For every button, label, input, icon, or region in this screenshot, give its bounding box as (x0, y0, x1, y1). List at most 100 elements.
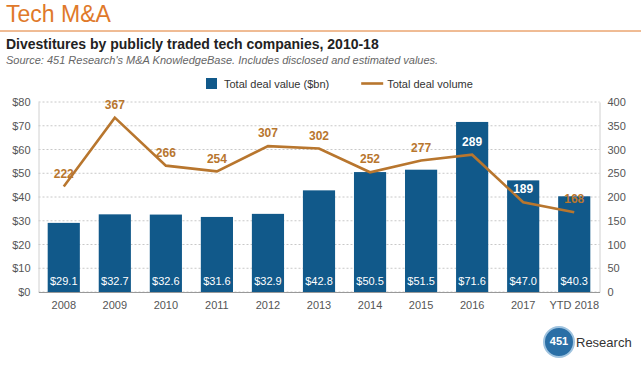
x-tick-label: 2012 (256, 299, 280, 311)
header-rule (0, 31, 641, 32)
y2-tick-label: 200 (608, 191, 626, 203)
bar-label: $71.6 (458, 275, 486, 287)
chart-title: Divestitures by publicly traded tech com… (6, 36, 379, 52)
y2-tick-label: 0 (608, 286, 614, 298)
x-tick: 2014 (358, 292, 382, 311)
y-tick: $80 (12, 96, 38, 108)
header-title: Tech M&A (6, 1, 111, 27)
line-label: 189 (513, 182, 533, 196)
x-tick: YTD 2018 (549, 292, 599, 311)
line-label: 252 (360, 152, 380, 166)
bar (48, 223, 80, 292)
bar-label: $29.1 (50, 275, 78, 287)
y-tick: $50 (12, 167, 38, 179)
y-tick: $70 (12, 120, 38, 132)
x-tick-label: YTD 2018 (549, 299, 599, 311)
y-axis-line (39, 103, 40, 293)
y2-tick: 50 (600, 262, 620, 274)
bar-label: $32.7 (101, 275, 129, 287)
x-tick-label: 2017 (511, 299, 535, 311)
y2-tick-label: 400 (608, 96, 626, 108)
y2-tick-label: 350 (608, 120, 626, 132)
bar (201, 217, 233, 292)
y2-tick: 0 (600, 286, 614, 298)
x-tick-label: 2015 (409, 299, 433, 311)
data-labels: $29.1$32.7$32.6$31.6$32.9$42.8$50.5$51.5… (50, 98, 588, 287)
y2-tick: 150 (600, 215, 626, 227)
x-tick-label: 2010 (154, 299, 178, 311)
y2-tick: 200 (600, 191, 626, 203)
line-label: 302 (309, 129, 329, 143)
y-tick: $10 (12, 262, 38, 274)
y2-tick-label: 150 (608, 215, 626, 227)
y-tick: $0 (18, 286, 38, 298)
y-tick-label: $40 (12, 191, 30, 203)
line-label: 277 (411, 141, 431, 155)
x-tick: 2010 (154, 292, 178, 311)
legend: Total deal value ($bn)Total deal volume (206, 78, 473, 90)
y-tick: $60 (12, 144, 38, 156)
y2-tick-label: 50 (608, 262, 620, 274)
y2-axis-line (600, 103, 601, 293)
bar-label: $42.8 (305, 275, 333, 287)
bar (150, 215, 182, 292)
line-label: 222 (54, 167, 74, 181)
y-tick-label: $0 (18, 286, 30, 298)
chart-subtitle: Source: 451 Research's M&A KnowledgeBase… (6, 54, 438, 66)
y-tick-label: $60 (12, 144, 30, 156)
legend-swatch (361, 82, 383, 85)
y-tick-label: $30 (12, 215, 30, 227)
y2-tick: 250 (600, 167, 626, 179)
bar (456, 122, 488, 292)
x-tick-label: 2009 (103, 299, 127, 311)
x-axis-line (39, 292, 600, 293)
y2-axis: 0 50 100 150 200 250 300 350 400 (600, 96, 626, 298)
bar-label: $50.5 (356, 275, 384, 287)
bar-label: $31.6 (203, 275, 231, 287)
line-label: 168 (564, 192, 584, 206)
y2-tick: 300 (600, 144, 626, 156)
legend-label: Total deal value ($bn) (224, 78, 329, 90)
x-tick: 2009 (103, 292, 127, 311)
logo-badge-text: 451 (550, 335, 568, 347)
line-label: 254 (207, 152, 227, 166)
x-tick: 2012 (256, 292, 280, 311)
y-tick-label: $20 (12, 239, 30, 251)
legend-swatch (206, 78, 217, 89)
y-tick-label: $10 (12, 262, 30, 274)
x-axis: 2008 2009 2010 2011 2012 2013 2014 2015 2016 2017… (39, 292, 600, 311)
bar (99, 214, 131, 292)
bar-label: $32.9 (254, 275, 282, 287)
grid-line (39, 173, 600, 174)
x-tick: 2016 (460, 292, 484, 311)
logo-badge (544, 327, 574, 357)
y-axis: $0 $10 $20 $30 $40 $50 $60 $70 $80 (12, 96, 39, 298)
bar (507, 180, 539, 292)
logo-text: Research (576, 335, 632, 350)
line-label: 289 (462, 135, 482, 149)
y2-tick: 100 (600, 239, 626, 251)
bar (405, 170, 437, 292)
y-tick: $40 (12, 191, 38, 203)
x-tick-label: 2014 (358, 299, 382, 311)
y-tick: $30 (12, 215, 38, 227)
x-tick: 2008 (52, 292, 76, 311)
y2-tick: 400 (600, 96, 626, 108)
x-tick-label: 2011 (205, 299, 229, 311)
bar-label: $32.6 (152, 275, 180, 287)
chart-svg: Tech M&A Divestitures by publicly traded … (0, 0, 641, 365)
y-tick-label: $70 (12, 120, 30, 132)
x-tick: 2017 (511, 292, 535, 311)
y-tick-label: $50 (12, 167, 30, 179)
y2-tick: 350 (600, 120, 626, 132)
line (64, 118, 574, 213)
bar (303, 190, 335, 292)
x-tick-label: 2016 (460, 299, 484, 311)
bar (354, 172, 386, 292)
line-label: 266 (156, 146, 176, 160)
line-label: 307 (258, 126, 278, 140)
x-tick-label: 2013 (307, 299, 331, 311)
bar-label: $47.0 (509, 275, 537, 287)
y2-tick-label: 250 (608, 167, 626, 179)
bar (252, 214, 284, 292)
